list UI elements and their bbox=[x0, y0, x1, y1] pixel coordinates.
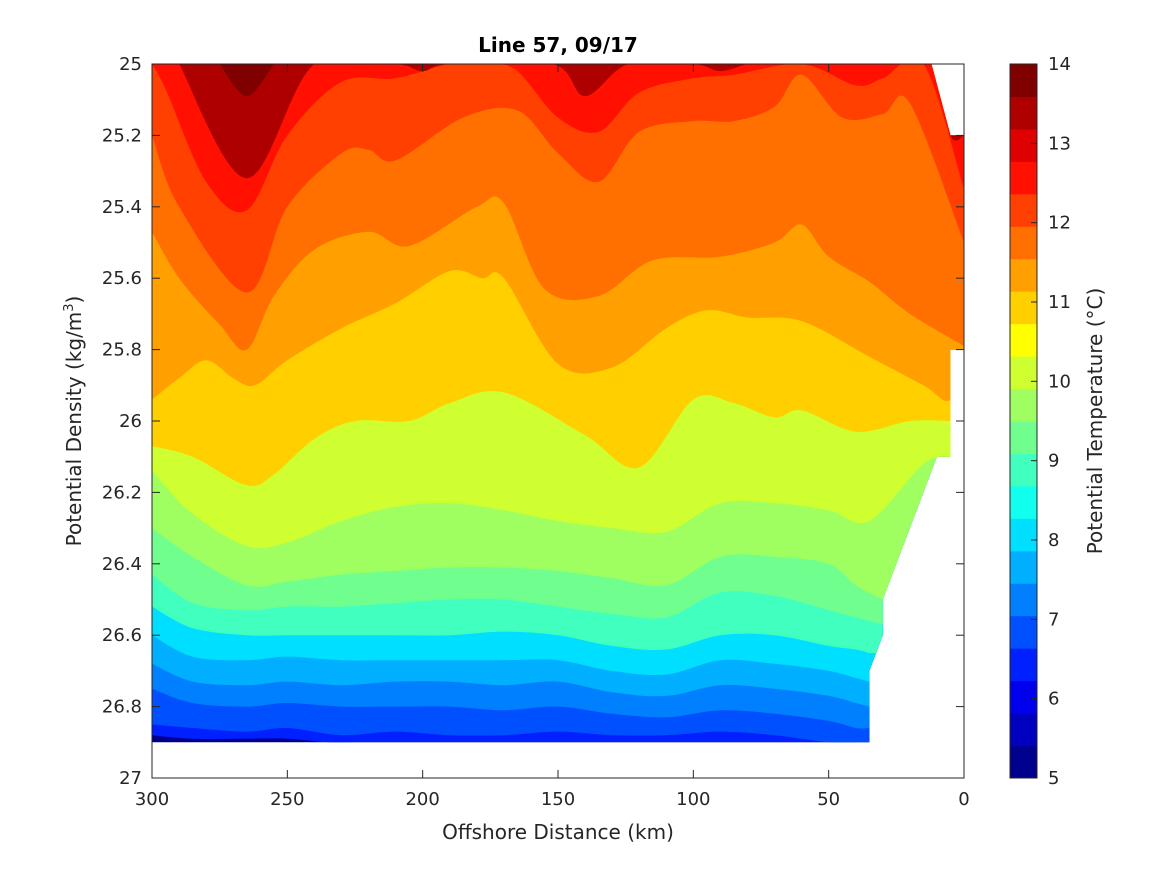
colorbar-tick-label: 8 bbox=[1048, 530, 1059, 551]
colorbar-cell bbox=[1010, 518, 1037, 552]
colorbar-cell bbox=[1010, 745, 1037, 779]
contour-band-12 bbox=[152, 64, 964, 293]
y-tick-label: 27 bbox=[119, 768, 142, 789]
colorbar-cell bbox=[1010, 615, 1037, 649]
plot-area: 300 250 200 150 100 50 0 2525.225.425.625.8262… bbox=[102, 54, 970, 810]
x-tick-label: 150 bbox=[541, 789, 575, 810]
colorbar-cell bbox=[1010, 388, 1037, 422]
colorbar-cell bbox=[1010, 96, 1037, 130]
y-tick-label: 26.6 bbox=[102, 625, 142, 646]
x-tick-label: 100 bbox=[676, 789, 710, 810]
colorbar-tick-label: 14 bbox=[1048, 54, 1071, 75]
colorbar-cell bbox=[1010, 291, 1037, 325]
colorbar-tick-label: 6 bbox=[1048, 689, 1059, 710]
colorbar-ticks: 5 6 7 8 9 10 11 12 13 14 bbox=[1031, 54, 1071, 789]
colorbar-cell bbox=[1010, 713, 1037, 747]
y-axis-label-close: ) bbox=[62, 296, 86, 304]
y-tick-label: 25 bbox=[119, 54, 142, 75]
x-tick-label: 50 bbox=[817, 789, 840, 810]
y-tick-label: 26.4 bbox=[102, 554, 142, 575]
colorbar-cell bbox=[1010, 550, 1037, 584]
colorbar-tick-label: 7 bbox=[1048, 609, 1059, 630]
colorbar-tick-label: 13 bbox=[1048, 133, 1071, 154]
colorbar-cell bbox=[1010, 258, 1037, 292]
y-tick-label: 26 bbox=[119, 411, 142, 432]
colorbar-frame bbox=[1009, 63, 1038, 779]
x-ticks: 300 250 200 150 100 50 0 bbox=[135, 64, 970, 810]
colorbar-tick-label: 5 bbox=[1048, 768, 1059, 789]
colorbar-cell bbox=[1010, 648, 1037, 682]
y-tick-label: 25.4 bbox=[102, 197, 142, 218]
x-tick-label: 250 bbox=[270, 789, 304, 810]
y-tick-label: 25.2 bbox=[102, 125, 142, 146]
colorbar-cell bbox=[1010, 485, 1037, 519]
y-tick-label: 25.8 bbox=[102, 340, 142, 361]
y-ticks: 25 25.2 25.4 25.6 25.8 26 26.2 26.4 26.6 26.8 27 bbox=[102, 54, 964, 789]
colorbar-tick-label: 9 bbox=[1048, 451, 1059, 472]
colorbar-cell bbox=[1010, 323, 1037, 357]
colorbar-cell bbox=[1010, 453, 1037, 487]
colorbar-tick-label: 10 bbox=[1048, 371, 1071, 392]
colorbar-cell bbox=[1010, 64, 1037, 97]
y-axis-label-superscript: 3 bbox=[62, 303, 77, 311]
colorbar: 5 6 7 8 9 10 11 12 13 14 bbox=[1009, 54, 1071, 789]
x-tick-label: 200 bbox=[405, 789, 439, 810]
colorbar-tick-label: 11 bbox=[1048, 292, 1071, 313]
y-axis-label: Potential Density (kg/m3) bbox=[62, 296, 86, 547]
y-tick-label: 25.6 bbox=[102, 268, 142, 289]
colorbar-cell bbox=[1010, 226, 1037, 260]
colorbar-cell bbox=[1010, 680, 1037, 714]
y-tick-label: 26.8 bbox=[102, 697, 142, 718]
colorbar-label: Potential Temperature (°C) bbox=[1083, 288, 1107, 555]
y-tick-label: 26.2 bbox=[102, 482, 142, 503]
x-tick-label: 300 bbox=[135, 789, 169, 810]
contour-fill-layer bbox=[152, 64, 964, 743]
colorbar-cell bbox=[1010, 193, 1037, 227]
colorbar-cells bbox=[1010, 64, 1037, 779]
colorbar-cell bbox=[1010, 161, 1037, 195]
y-axis-label-main: Potential Density (kg/m bbox=[62, 312, 86, 547]
chart-title: Line 57, 09/17 bbox=[478, 33, 638, 57]
colorbar-cell bbox=[1010, 128, 1037, 162]
x-tick-label: 0 bbox=[958, 789, 969, 810]
colorbar-cell bbox=[1010, 421, 1037, 454]
colorbar-tick-label: 12 bbox=[1048, 213, 1071, 234]
x-axis-label: Offshore Distance (km) bbox=[442, 820, 674, 844]
colorbar-cell bbox=[1010, 583, 1037, 617]
colorbar-cell bbox=[1010, 356, 1037, 390]
